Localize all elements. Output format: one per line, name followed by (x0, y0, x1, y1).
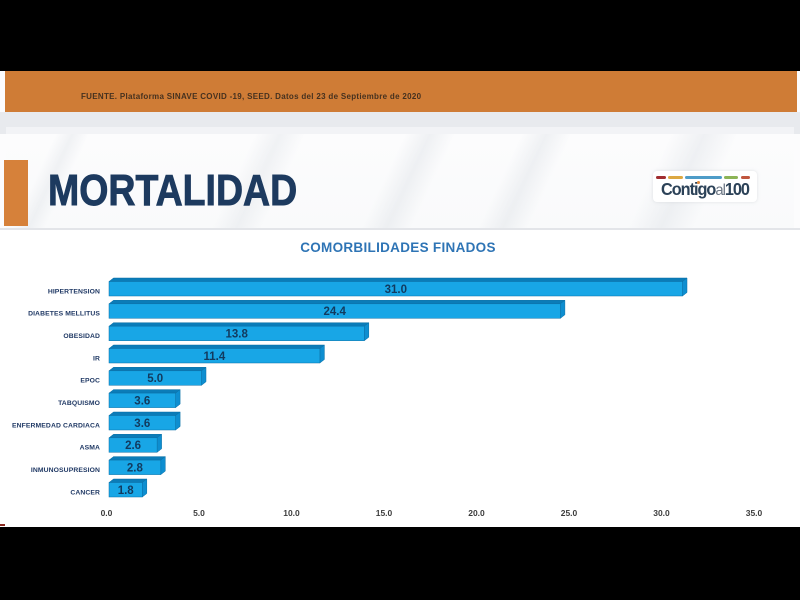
svg-text:INMUNOSUPRESION: INMUNOSUPRESION (31, 467, 100, 474)
svg-text:COMORBILIDADES FINADOS: COMORBILIDADES FINADOS (300, 240, 496, 255)
svg-text:IR: IR (93, 355, 100, 362)
svg-text:DIABETES MELLITUS: DIABETES MELLITUS (28, 311, 100, 318)
svg-text:35.0: 35.0 (746, 508, 763, 518)
svg-text:ASMA: ASMA (80, 445, 100, 452)
svg-text:CANCER: CANCER (70, 489, 100, 496)
svg-text:5.0: 5.0 (193, 508, 205, 518)
svg-text:30.0: 30.0 (653, 508, 670, 518)
svg-text:2.8: 2.8 (127, 462, 144, 474)
svg-text:HIPERTENSION: HIPERTENSION (48, 288, 100, 295)
svg-text:5.0: 5.0 (147, 373, 163, 385)
svg-text:13.8: 13.8 (226, 329, 249, 341)
svg-text:TABQUISMO: TABQUISMO (58, 400, 100, 407)
svg-text:ENFERMEDAD CARDIACA: ENFERMEDAD CARDIACA (12, 422, 100, 429)
svg-text:24.4: 24.4 (324, 306, 347, 318)
svg-text:OBESIDAD: OBESIDAD (63, 333, 100, 340)
svg-text:3.6: 3.6 (134, 418, 150, 430)
svg-text:0.0: 0.0 (101, 508, 113, 518)
svg-text:10.0: 10.0 (283, 508, 300, 518)
svg-text:25.0: 25.0 (561, 508, 578, 518)
svg-text:11.4: 11.4 (204, 351, 226, 363)
svg-text:20.0: 20.0 (468, 508, 485, 518)
svg-text:EPOC: EPOC (80, 378, 100, 385)
svg-text:15.0: 15.0 (376, 508, 393, 518)
svg-text:3.6: 3.6 (134, 395, 150, 407)
svg-text:1.8: 1.8 (118, 485, 135, 497)
svg-text:31.0: 31.0 (385, 284, 407, 296)
svg-text:2.6: 2.6 (125, 440, 141, 452)
